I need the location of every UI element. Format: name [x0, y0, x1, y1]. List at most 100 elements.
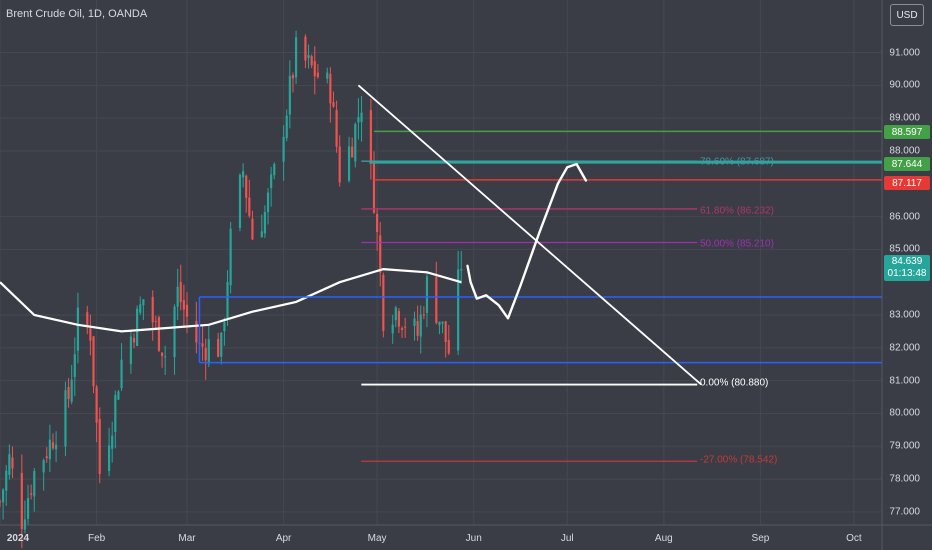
candle-body-79 [338, 146, 341, 183]
candle-body-83 [357, 117, 360, 123]
last-price-badge: 84.639 01:13:48 [884, 255, 930, 281]
candle-body-92 [397, 311, 401, 327]
candle-body-64 [273, 163, 276, 176]
candle-body-89 [382, 274, 385, 331]
candle-body-87 [376, 213, 379, 232]
candle-body-53 [226, 282, 229, 319]
candle-body-68 [291, 75, 295, 79]
time-tick-label: Feb [87, 533, 106, 544]
candle-body-69 [294, 37, 298, 78]
candle-body-19 [76, 307, 80, 351]
candle-body-18 [73, 354, 76, 377]
candle-body-66 [285, 115, 288, 139]
price-tick-label: 88.000 [889, 145, 920, 157]
candle-body-62 [266, 192, 270, 213]
trendline [357, 84, 702, 386]
candle-body-0 [0, 501, 2, 503]
time-tick-label: 2024 [6, 533, 30, 544]
candle-body-97 [419, 314, 422, 337]
candle-body-96 [416, 321, 419, 336]
candle-body-36 [154, 320, 157, 322]
candle-body-25 [107, 445, 111, 472]
candle-body-35 [151, 296, 154, 323]
candle-body-65 [282, 136, 285, 162]
candle-body-102 [441, 321, 444, 324]
candle-body-81 [351, 146, 354, 158]
candle-body-47 [201, 343, 204, 347]
time-tick-label: Sep [751, 533, 770, 544]
candle-body-10 [42, 460, 45, 473]
candle-body-32 [136, 308, 139, 347]
price-tick-label: 77.000 [889, 506, 920, 518]
candle-body-28 [117, 391, 120, 400]
candle-body-37 [157, 317, 161, 351]
candle-body-86 [372, 163, 376, 213]
candle-body-43 [182, 300, 185, 310]
candle-body-82 [354, 124, 357, 162]
candle-body-57 [245, 175, 248, 199]
candle-body-14 [55, 444, 58, 450]
candle-body-50 [217, 339, 220, 357]
candle-body-13 [51, 442, 55, 449]
candle-body-4 [11, 457, 14, 469]
candle-body-55 [238, 174, 242, 229]
candle-body-78 [335, 110, 338, 147]
price-tick-label: 85.000 [889, 243, 920, 255]
candle-body-42 [179, 282, 182, 303]
last-price-value: 84.639 [891, 256, 923, 267]
candle-body-56 [242, 171, 245, 178]
price-tick-label: 90.000 [889, 79, 920, 91]
candle-body-71 [307, 54, 310, 59]
candle-body-22 [92, 336, 95, 387]
candle-body-33 [139, 304, 142, 313]
candle-body-48 [204, 347, 207, 361]
candle-body-85 [369, 110, 372, 162]
candle-body-17 [70, 379, 73, 402]
candle-body-44 [185, 304, 189, 317]
candle-body-73 [313, 61, 316, 77]
candle-body-99 [425, 276, 429, 313]
price-tick-label: 91.000 [889, 47, 920, 58]
time-tick-label: Jul [560, 533, 574, 544]
price-tick-label: 81.000 [889, 375, 920, 387]
candle-body-16 [67, 386, 70, 400]
candle-body-80 [347, 146, 351, 181]
currency-button[interactable]: USD [890, 4, 924, 26]
candle-body-84 [360, 112, 363, 122]
candle-body-76 [329, 74, 332, 104]
candle-body-24 [98, 418, 101, 474]
candle-body-58 [248, 197, 251, 216]
candle-body-59 [251, 218, 254, 240]
price-badge-88-597: 88.597 [884, 125, 930, 139]
candle-body-60 [260, 231, 263, 238]
countdown-timer: 01:13:48 [887, 268, 927, 279]
candle-body-70 [304, 36, 307, 61]
price-tick-label: 80.000 [889, 407, 920, 419]
fib-label-neg27: -27.00% (78.542) [700, 454, 778, 466]
candle-body-27 [114, 395, 117, 432]
candle-body-23 [95, 386, 98, 423]
candle-body-2 [5, 470, 8, 491]
candle-body-75 [326, 72, 329, 79]
candle-body-90 [391, 324, 394, 334]
time-tick-label: Jun [465, 533, 482, 544]
candle-body-103 [444, 321, 447, 343]
candle-body-29 [120, 359, 123, 389]
candle-body-72 [310, 56, 313, 66]
candle-body-34 [142, 299, 145, 306]
candle-body-67 [288, 75, 291, 115]
candle-body-49 [207, 339, 210, 364]
candle-body-5 [20, 472, 23, 530]
candle-body-91 [394, 307, 397, 321]
price-badge-87-644: 87.644 [884, 157, 930, 171]
candle-body-63 [270, 174, 273, 189]
candle-body-30 [129, 336, 132, 365]
candle-body-21 [89, 328, 92, 341]
candle-body-98 [422, 314, 425, 316]
candle-body-101 [438, 321, 441, 326]
candle-body-31 [132, 337, 136, 343]
price-tick-label: 83.000 [889, 309, 920, 321]
candle-body-12 [48, 439, 51, 460]
